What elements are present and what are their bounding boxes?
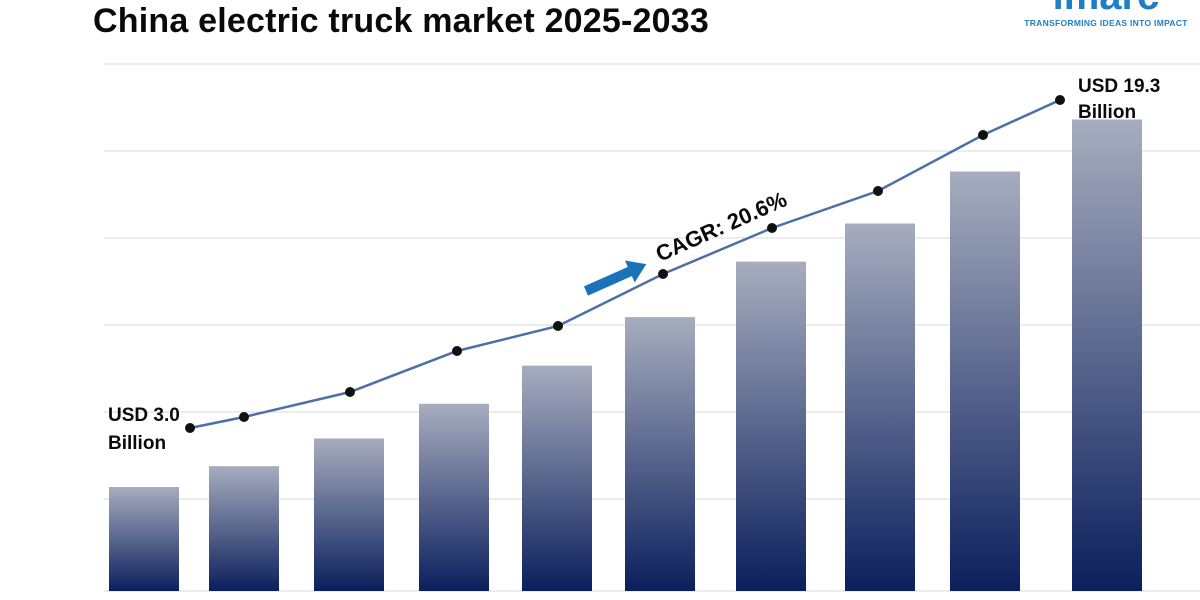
logo-wordmark: imarc <box>1020 0 1192 16</box>
start-value-label: USD 3.0 <box>108 405 180 426</box>
trend-point <box>1055 95 1065 105</box>
bar <box>625 317 695 591</box>
trend-point <box>345 387 355 397</box>
trend-point <box>978 130 988 140</box>
bar <box>419 403 489 591</box>
logo-tagline: TRANSFORMING IDEAS INTO IMPACT <box>1024 18 1188 28</box>
trend-point <box>873 186 883 196</box>
bar <box>845 223 915 591</box>
bar <box>314 438 384 591</box>
bar <box>522 365 592 591</box>
end-unit-label: Billion <box>1078 102 1136 123</box>
trend-line-group <box>185 95 1065 433</box>
cagr-arrow-icon <box>583 260 647 296</box>
trend-point <box>658 269 668 279</box>
trend-point <box>239 412 249 422</box>
trend-point <box>767 223 777 233</box>
end-value-label: USD 19.3 <box>1078 76 1160 97</box>
bar <box>1072 119 1142 591</box>
start-unit-label: Billion <box>108 433 166 454</box>
bars <box>109 119 1142 591</box>
bar <box>736 261 806 591</box>
bar <box>109 486 179 591</box>
bar <box>209 466 279 591</box>
trend-point <box>452 346 462 356</box>
chart-title: China electric truck market 2025-2033 <box>93 2 709 40</box>
trend-point <box>185 423 195 433</box>
imarc-logo: imarc TRANSFORMING IDEAS INTO IMPACT <box>1020 0 1192 28</box>
trend-line <box>189 98 1061 430</box>
trend-point <box>553 321 563 331</box>
bar <box>950 171 1020 591</box>
